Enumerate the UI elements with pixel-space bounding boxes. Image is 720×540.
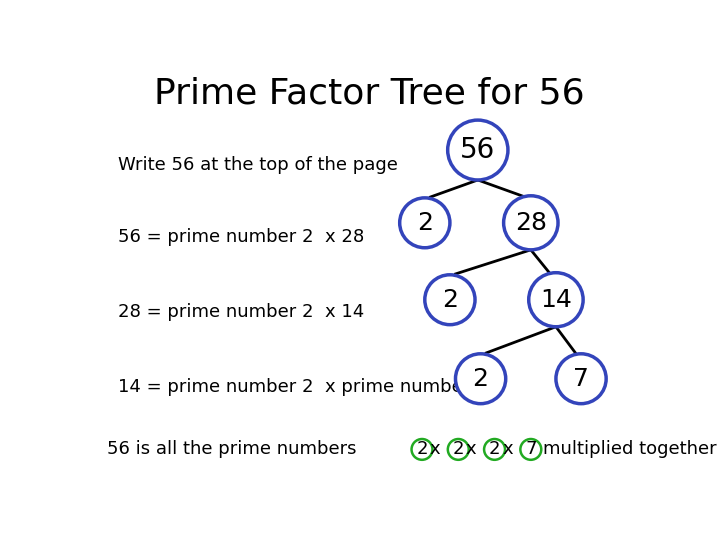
Ellipse shape xyxy=(484,439,505,460)
Ellipse shape xyxy=(456,354,505,404)
Ellipse shape xyxy=(503,196,558,250)
Text: Prime Factor Tree for 56: Prime Factor Tree for 56 xyxy=(153,77,585,111)
Text: multiplied together: multiplied together xyxy=(543,441,716,458)
Text: 2: 2 xyxy=(472,367,489,391)
Ellipse shape xyxy=(425,275,475,325)
Ellipse shape xyxy=(528,273,583,327)
Text: 56 = prime number 2  x 28: 56 = prime number 2 x 28 xyxy=(118,228,364,246)
Text: 7: 7 xyxy=(525,441,536,458)
Text: 14 = prime number 2  x prime number 7: 14 = prime number 2 x prime number 7 xyxy=(118,378,487,396)
Text: 56 is all the prime numbers: 56 is all the prime numbers xyxy=(107,441,362,458)
Text: 2: 2 xyxy=(453,441,464,458)
Ellipse shape xyxy=(448,439,469,460)
Ellipse shape xyxy=(400,198,450,248)
Text: 28: 28 xyxy=(515,211,546,235)
Ellipse shape xyxy=(448,120,508,180)
Text: 14: 14 xyxy=(540,288,572,312)
Ellipse shape xyxy=(556,354,606,404)
Text: 2: 2 xyxy=(442,288,458,312)
Text: 2: 2 xyxy=(416,441,428,458)
Text: 56: 56 xyxy=(460,136,495,164)
Text: x: x xyxy=(430,441,440,458)
Text: 2: 2 xyxy=(417,211,433,235)
Text: x: x xyxy=(502,441,513,458)
Ellipse shape xyxy=(521,439,541,460)
Text: 28 = prime number 2  x 14: 28 = prime number 2 x 14 xyxy=(118,303,364,321)
Text: Write 56 at the top of the page: Write 56 at the top of the page xyxy=(118,156,397,173)
Text: 2: 2 xyxy=(489,441,500,458)
Text: x: x xyxy=(466,441,477,458)
Ellipse shape xyxy=(412,439,433,460)
Text: 7: 7 xyxy=(573,367,589,391)
